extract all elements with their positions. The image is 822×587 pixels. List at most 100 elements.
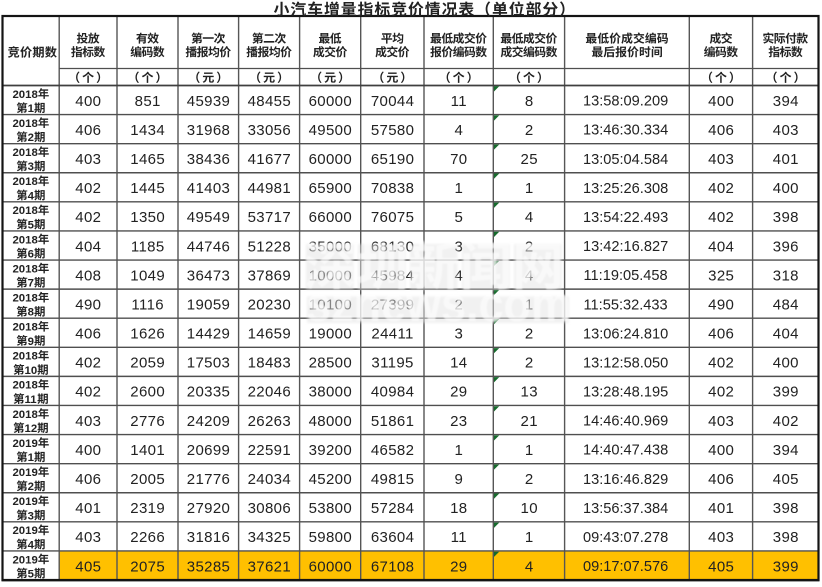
svg-text:36473: 36473 — [187, 267, 230, 284]
svg-text:31195: 31195 — [371, 355, 413, 372]
svg-text:402: 402 — [773, 413, 799, 430]
svg-text:24411: 24411 — [371, 326, 413, 343]
svg-text:2018: 2018 — [12, 89, 37, 101]
svg-text:49500: 49500 — [309, 122, 352, 139]
svg-text:49815: 49815 — [371, 471, 414, 488]
svg-text:63604: 63604 — [371, 529, 414, 546]
svg-text:35285: 35285 — [187, 558, 230, 575]
svg-text:29: 29 — [450, 558, 467, 575]
svg-text:2319: 2319 — [130, 500, 165, 517]
svg-text:13:56:37.384: 13:56:37.384 — [583, 501, 668, 517]
svg-text:53800: 53800 — [309, 500, 352, 517]
svg-text:2019: 2019 — [12, 496, 37, 508]
svg-text:2019: 2019 — [12, 525, 37, 537]
svg-text:7: 7 — [28, 278, 34, 290]
svg-text:2019: 2019 — [12, 554, 37, 566]
svg-text:2018: 2018 — [12, 118, 37, 130]
svg-text:1: 1 — [525, 442, 534, 459]
svg-text:34325: 34325 — [248, 529, 291, 546]
svg-text:1434: 1434 — [130, 122, 165, 139]
svg-text:44746: 44746 — [187, 238, 230, 255]
svg-text:27920: 27920 — [187, 500, 230, 517]
svg-text:18483: 18483 — [248, 355, 291, 372]
svg-text:2: 2 — [525, 122, 534, 139]
svg-text:1401: 1401 — [130, 442, 165, 459]
svg-text:400: 400 — [773, 355, 799, 372]
svg-text:490: 490 — [75, 297, 101, 314]
svg-text:19059: 19059 — [187, 297, 230, 314]
svg-text:2018: 2018 — [12, 205, 37, 217]
svg-text:4: 4 — [454, 122, 463, 139]
svg-text:38436: 38436 — [187, 151, 230, 168]
svg-text:48000: 48000 — [309, 413, 352, 430]
svg-text:13:42:16.827: 13:42:16.827 — [583, 239, 668, 255]
svg-text:12: 12 — [25, 423, 38, 435]
svg-text:17503: 17503 — [187, 355, 230, 372]
svg-text:2075: 2075 — [130, 558, 165, 575]
svg-text:13:58:09.209: 13:58:09.209 — [583, 94, 668, 110]
svg-text:33056: 33056 — [248, 122, 291, 139]
svg-text:4: 4 — [454, 267, 463, 284]
svg-text:49549: 49549 — [187, 209, 230, 226]
svg-text:401: 401 — [773, 151, 799, 168]
svg-text:399: 399 — [773, 384, 799, 401]
svg-text:39200: 39200 — [309, 442, 352, 459]
svg-text:402: 402 — [75, 384, 101, 401]
svg-text:402: 402 — [708, 384, 734, 401]
svg-text:18: 18 — [450, 500, 467, 517]
svg-text:5: 5 — [28, 569, 35, 581]
svg-text:09:43:07.278: 09:43:07.278 — [583, 530, 668, 546]
svg-text:399: 399 — [773, 558, 799, 575]
svg-text:1350: 1350 — [130, 209, 165, 226]
svg-text:5: 5 — [28, 219, 35, 231]
svg-text:13: 13 — [521, 384, 538, 401]
svg-text:408: 408 — [75, 267, 101, 284]
svg-text:11: 11 — [451, 529, 467, 546]
svg-text:403: 403 — [75, 413, 101, 430]
svg-text:70: 70 — [450, 151, 467, 168]
svg-text:5: 5 — [454, 209, 463, 226]
svg-text:66000: 66000 — [309, 209, 352, 226]
svg-text:9: 9 — [454, 471, 463, 488]
svg-text:396: 396 — [773, 238, 799, 255]
svg-text:11: 11 — [25, 394, 38, 406]
svg-text:31968: 31968 — [187, 122, 230, 139]
svg-text:401: 401 — [708, 500, 734, 517]
svg-text:402: 402 — [708, 209, 734, 226]
svg-text:6: 6 — [28, 249, 34, 261]
svg-text:45200: 45200 — [309, 471, 352, 488]
svg-text:13:16:46.829: 13:16:46.829 — [583, 472, 668, 488]
svg-text:398: 398 — [773, 209, 799, 226]
svg-text:400: 400 — [75, 442, 101, 459]
svg-text:10: 10 — [521, 500, 538, 517]
svg-text:25: 25 — [521, 151, 538, 168]
svg-text:14: 14 — [450, 355, 467, 372]
svg-text:40984: 40984 — [371, 384, 414, 401]
svg-text:57580: 57580 — [371, 122, 414, 139]
svg-text:3: 3 — [454, 326, 463, 343]
svg-text:8: 8 — [28, 307, 34, 319]
svg-text:26263: 26263 — [248, 413, 291, 430]
svg-text:24034: 24034 — [248, 471, 291, 488]
svg-text:2018: 2018 — [12, 351, 37, 363]
svg-text:22591: 22591 — [248, 442, 291, 459]
svg-text:4: 4 — [28, 539, 35, 551]
svg-text:44981: 44981 — [248, 180, 291, 197]
svg-text:2776: 2776 — [130, 413, 165, 430]
svg-text:2018: 2018 — [12, 380, 37, 392]
svg-text:406: 406 — [708, 122, 734, 139]
svg-text:1: 1 — [454, 442, 463, 459]
svg-text:2: 2 — [525, 326, 534, 343]
svg-text:14:40:47.438: 14:40:47.438 — [583, 443, 668, 459]
svg-text:sznews.com: sznews.com — [306, 276, 571, 332]
svg-text:1626: 1626 — [130, 326, 165, 343]
svg-text:14659: 14659 — [248, 326, 291, 343]
svg-text:403: 403 — [75, 151, 101, 168]
svg-text:70838: 70838 — [371, 180, 414, 197]
svg-text:48455: 48455 — [248, 93, 291, 110]
svg-text:406: 406 — [75, 326, 101, 343]
svg-text:406: 406 — [708, 471, 734, 488]
svg-text:2018: 2018 — [12, 409, 37, 421]
svg-text:403: 403 — [708, 413, 734, 430]
svg-text:394: 394 — [773, 442, 799, 459]
